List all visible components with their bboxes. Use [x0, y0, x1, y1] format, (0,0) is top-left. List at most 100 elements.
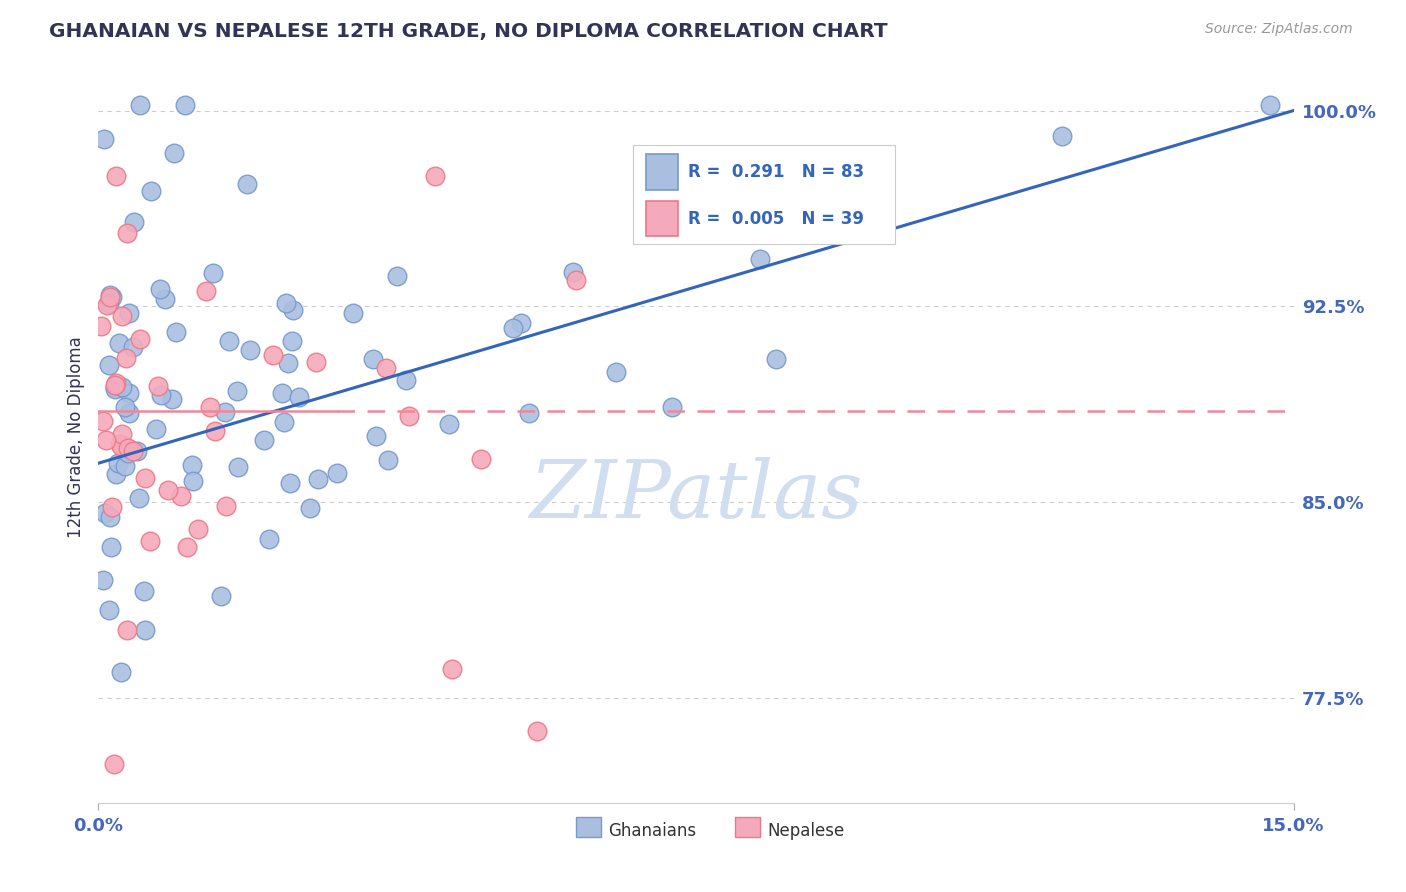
Point — [305, 355, 328, 369]
Text: GHANAIAN VS NEPALESE 12TH GRADE, NO DIPLOMA CORRELATION CHART: GHANAIAN VS NEPALESE 12TH GRADE, NO DIPL… — [49, 22, 887, 41]
Point — [108, 437, 131, 451]
Point — [104, 380, 127, 394]
Point — [517, 406, 540, 420]
Point — [122, 444, 145, 458]
Point — [288, 390, 311, 404]
Point — [128, 491, 150, 505]
Point — [165, 326, 187, 340]
Point — [94, 434, 117, 448]
Point — [1052, 128, 1074, 143]
Point — [561, 265, 583, 279]
Point — [117, 445, 139, 459]
Point — [187, 522, 209, 536]
Point — [342, 305, 364, 319]
Point — [108, 336, 131, 351]
Point — [526, 724, 548, 739]
Point — [117, 441, 139, 455]
Point — [183, 475, 205, 489]
Point — [326, 466, 349, 480]
Point — [114, 400, 136, 414]
Point — [201, 266, 224, 280]
Point — [160, 392, 183, 407]
Point — [385, 268, 408, 283]
Point — [115, 351, 138, 366]
Point — [239, 343, 262, 358]
Point — [134, 623, 156, 637]
Point — [214, 405, 236, 419]
Point — [661, 400, 683, 414]
Point — [100, 290, 122, 304]
Point — [98, 290, 121, 304]
Point — [437, 417, 460, 431]
Point — [225, 384, 247, 399]
Point — [195, 284, 218, 298]
Point — [129, 332, 152, 346]
Point — [104, 383, 127, 397]
Point — [153, 293, 176, 307]
Point — [132, 583, 155, 598]
Text: Ghanaians: Ghanaians — [607, 822, 696, 840]
Point — [103, 757, 125, 772]
FancyBboxPatch shape — [647, 201, 678, 236]
Point — [100, 510, 122, 524]
Point — [204, 424, 226, 438]
Point — [117, 407, 139, 421]
Point — [218, 334, 240, 348]
Point — [118, 306, 141, 320]
Point — [257, 533, 280, 547]
Point — [94, 506, 117, 520]
Point — [262, 348, 284, 362]
Point — [100, 287, 122, 301]
Point — [139, 534, 162, 549]
Point — [129, 98, 152, 112]
Point — [122, 340, 145, 354]
Point — [176, 540, 198, 554]
Point — [115, 623, 138, 637]
Point — [156, 483, 179, 498]
Point — [361, 351, 384, 366]
Point — [765, 351, 787, 366]
Point — [145, 423, 167, 437]
Point — [107, 456, 129, 470]
Point — [273, 415, 295, 429]
Point — [470, 452, 492, 467]
Point — [510, 316, 533, 330]
Text: ZIPatlas: ZIPatlas — [529, 457, 863, 534]
Point — [91, 573, 114, 587]
Point — [235, 178, 257, 192]
Point — [748, 252, 770, 267]
Point — [270, 386, 292, 401]
Point — [277, 356, 299, 370]
Point — [93, 414, 115, 428]
Point — [170, 489, 193, 503]
Point — [1258, 98, 1281, 112]
Point — [97, 296, 120, 310]
Point — [115, 226, 138, 240]
Point — [111, 426, 134, 441]
Point — [274, 295, 297, 310]
Point — [104, 378, 127, 392]
Point — [111, 309, 134, 323]
Point — [149, 282, 172, 296]
Point — [90, 318, 112, 333]
Point — [440, 662, 463, 676]
Point — [96, 298, 118, 312]
Point — [181, 458, 204, 472]
Point — [114, 459, 136, 474]
Point — [214, 500, 236, 514]
Point — [307, 471, 329, 485]
Point — [163, 145, 186, 160]
Point — [98, 602, 121, 616]
Point — [93, 132, 115, 146]
Point — [124, 214, 146, 228]
Point — [398, 409, 420, 424]
Point — [110, 665, 132, 680]
Point — [198, 400, 221, 414]
Text: Nepalese: Nepalese — [768, 822, 844, 840]
Point — [209, 590, 232, 604]
Point — [605, 366, 627, 380]
Point — [141, 184, 163, 198]
Point — [134, 471, 156, 485]
Point — [377, 453, 399, 467]
Text: R =  0.291   N = 83: R = 0.291 N = 83 — [689, 162, 865, 181]
